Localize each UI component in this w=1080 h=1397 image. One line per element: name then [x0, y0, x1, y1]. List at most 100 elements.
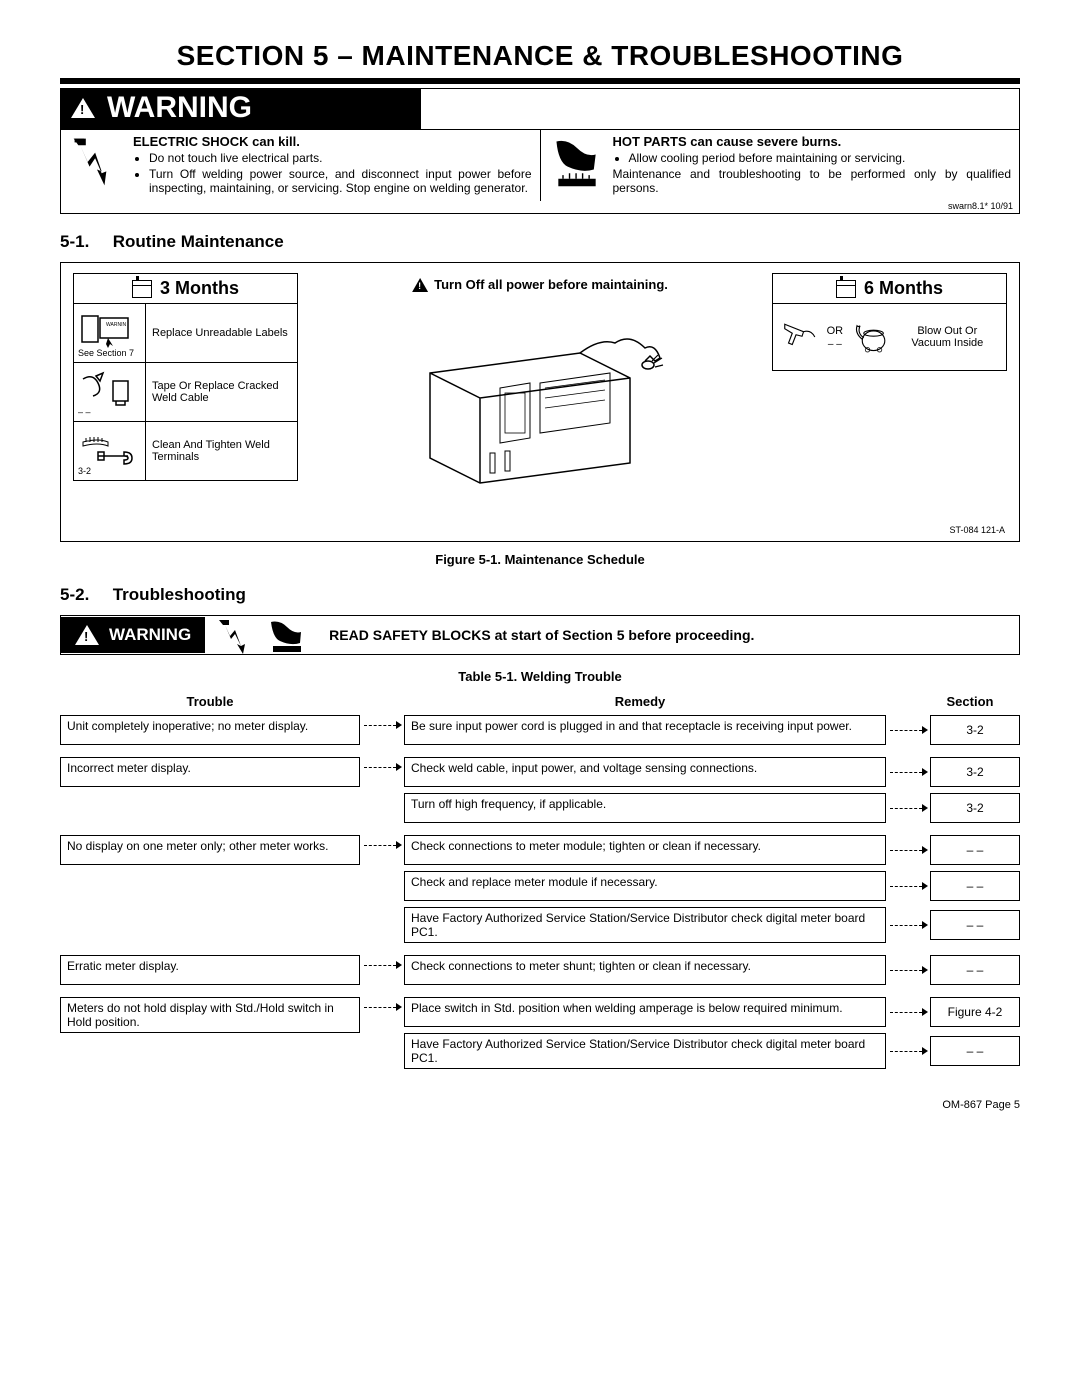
shock-bullet-2: Turn Off welding power source, and disco… — [149, 167, 532, 195]
page-title: SECTION 5 – MAINTENANCE & TROUBLESHOOTIN… — [60, 40, 1020, 72]
cell-ref: See Section 7 — [78, 348, 141, 358]
arrow-icon — [360, 835, 404, 855]
trouble-cell: Incorrect meter display. — [60, 757, 360, 787]
table-header: Trouble Remedy Section — [60, 694, 1020, 709]
section-title: Troubleshooting — [113, 585, 246, 604]
arrow-icon — [360, 757, 404, 777]
th-remedy: Remedy — [404, 694, 876, 709]
remedy-cell: Turn off high frequency, if applicable. — [404, 793, 886, 823]
figure-label: Figure 5-1. Maintenance Schedule — [60, 552, 1020, 567]
arrow-icon — [886, 915, 930, 935]
hot-parts-icon — [549, 134, 605, 190]
section-cell: 3-2 — [930, 757, 1020, 787]
arrow-icon — [886, 1002, 930, 1022]
trouble-cell: Unit completely inoperative; no meter di… — [60, 715, 360, 745]
warning-block: WARNING ELECTRIC SHOCK can kill. Do not … — [60, 88, 1020, 214]
title-rule — [60, 78, 1020, 84]
remedy-cell: Have Factory Authorized Service Station/… — [404, 1033, 886, 1069]
section-cell: 3-2 — [930, 793, 1020, 823]
figure-code: ST-084 121-A — [949, 525, 1005, 535]
table-row: Incorrect meter display. Check weld cable… — [60, 757, 1020, 823]
calendar-icon — [132, 280, 152, 298]
trouble-cell: No display on one meter only; other mete… — [60, 835, 360, 865]
arrow-icon — [886, 876, 930, 896]
remedy-cell: Check and replace meter module if necess… — [404, 871, 886, 901]
maintenance-figure: Turn Off all power before maintaining. 3… — [60, 262, 1020, 542]
arrow-icon — [360, 715, 404, 735]
three-months-box: 3 Months WARNIN See Section 7 Replace Un… — [73, 273, 298, 481]
page-footer: OM-867 Page 5 — [60, 1099, 1020, 1111]
table-row: Erratic meter display. Check connections … — [60, 955, 1020, 985]
section-num: 5-2. — [60, 585, 108, 605]
section-cell: – – — [930, 910, 1020, 940]
shock-bullet-1: Do not touch live electrical parts. — [149, 151, 532, 165]
three-months-label: 3 Months — [160, 278, 239, 299]
arrow-icon — [886, 960, 930, 980]
cell-text: Replace Unreadable Labels — [146, 304, 297, 362]
remedy-cell: Be sure input power cord is plugged in a… — [404, 715, 886, 745]
section-cell: 3-2 — [930, 715, 1020, 745]
cell-text: Clean And Tighten Weld Terminals — [146, 422, 297, 480]
hot-parts-icon — [265, 616, 309, 654]
arrow-icon — [886, 840, 930, 860]
table-label: Table 5-1. Welding Trouble — [60, 669, 1020, 684]
calendar-icon — [836, 280, 856, 298]
table-body: Unit completely inoperative; no meter di… — [60, 715, 1020, 1069]
shock-heading: ELECTRIC SHOCK can kill. — [133, 134, 300, 149]
arrow-icon — [886, 798, 930, 818]
warning-triangle-icon — [75, 625, 99, 645]
warning-label: WARNING — [109, 625, 191, 645]
warning-triangle-icon — [71, 98, 95, 118]
cell-ref: – – — [78, 407, 141, 417]
svg-text:WARNIN: WARNIN — [106, 322, 126, 328]
table-row: Unit completely inoperative; no meter di… — [60, 715, 1020, 745]
section-cell: – – — [930, 835, 1020, 865]
remedy-cell: Check connections to meter shunt; tighte… — [404, 955, 886, 985]
table-row: No display on one meter only; other mete… — [60, 835, 1020, 943]
arrow-icon — [886, 1041, 930, 1061]
remedy-cell: Check weld cable, input power, and volta… — [404, 757, 886, 787]
cell-text: Tape Or Replace Cracked Weld Cable — [146, 363, 297, 421]
arrow-icon — [360, 997, 404, 1017]
remedy-cell: Place switch in Std. position when weldi… — [404, 997, 886, 1027]
section-cell: Figure 4-2 — [930, 997, 1020, 1027]
maint-item-terminals: 3-2 Clean And Tighten Weld Terminals — [74, 422, 297, 480]
hot-parts-warning: HOT PARTS can cause severe burns. Allow … — [541, 130, 1020, 201]
warning-label: WARNING — [107, 91, 252, 125]
arrow-icon — [360, 955, 404, 975]
section-title: Routine Maintenance — [113, 232, 284, 251]
hot-note: Maintenance and troubleshooting to be pe… — [613, 167, 1012, 195]
th-trouble: Trouble — [60, 694, 360, 709]
warning-triangle-icon — [412, 278, 428, 292]
six-months-box: 6 Months OR – – Blow Out Or Vacuum Insid… — [772, 273, 1007, 371]
read-safety-text: READ SAFETY BLOCKS at start of Section 5… — [319, 621, 764, 649]
section-5-2-head: 5-2. Troubleshooting — [60, 585, 1020, 605]
troubleshoot-warning: WARNING READ SAFETY BLOCKS at start of S… — [60, 615, 1020, 655]
device-illustration — [400, 323, 680, 493]
air-gun-icon — [781, 312, 819, 362]
arrow-icon — [886, 762, 930, 782]
hot-bullet-1: Allow cooling period before maintaining … — [629, 151, 1012, 165]
th-section: Section — [920, 694, 1020, 709]
cable-icon — [78, 371, 138, 407]
remedy-cell: Check connections to meter module; tight… — [404, 835, 886, 865]
trouble-cell: Meters do not hold display with Std./Hol… — [60, 997, 360, 1033]
section-cell: – – — [930, 1036, 1020, 1066]
arrow-icon — [886, 720, 930, 740]
shock-warning: ELECTRIC SHOCK can kill. Do not touch li… — [61, 130, 541, 201]
six-months-label: 6 Months — [864, 278, 943, 299]
remedy-cell: Have Factory Authorized Service Station/… — [404, 907, 886, 943]
or-label: OR — [827, 325, 844, 337]
electric-shock-icon — [215, 616, 259, 654]
maint-item-labels: WARNIN See Section 7 Replace Unreadable … — [74, 304, 297, 363]
section-5-1-head: 5-1. Routine Maintenance — [60, 232, 1020, 252]
section-cell: – – — [930, 871, 1020, 901]
section-cell: – – — [930, 955, 1020, 985]
cell-ref: 3-2 — [78, 466, 141, 476]
warning-banner: WARNING — [61, 89, 421, 129]
vacuum-icon — [851, 312, 889, 362]
trouble-cell: Erratic meter display. — [60, 955, 360, 985]
note-text: Turn Off all power before maintaining. — [434, 277, 668, 292]
table-row: Meters do not hold display with Std./Hol… — [60, 997, 1020, 1069]
electric-shock-icon — [69, 134, 125, 190]
